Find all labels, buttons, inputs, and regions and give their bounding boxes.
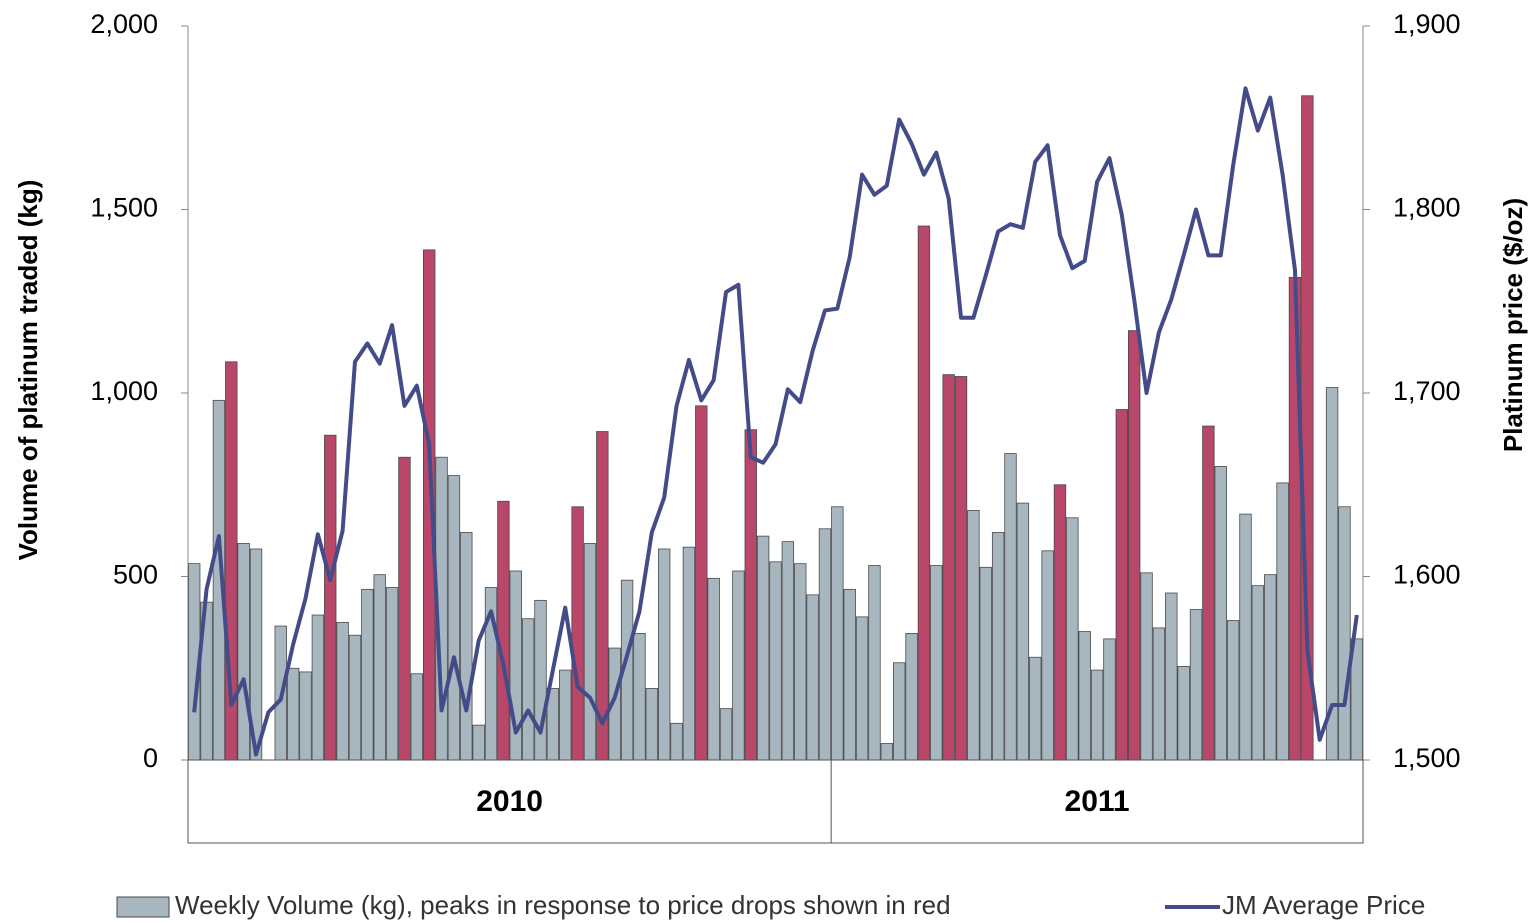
bar [967, 510, 980, 761]
bar [794, 563, 807, 761]
y-tick-label: 1,000 [90, 376, 158, 406]
bar [1152, 627, 1166, 761]
y-tick-label: 500 [113, 560, 158, 590]
bar [336, 621, 349, 761]
bar [991, 532, 1005, 761]
bar [818, 528, 832, 761]
bar [1004, 453, 1017, 761]
bar [410, 673, 424, 761]
bar [781, 541, 795, 761]
y2-tick-label: 1,900 [1393, 9, 1461, 39]
bar [905, 632, 918, 761]
bar [583, 543, 597, 761]
bar [286, 667, 300, 761]
bar [843, 588, 856, 761]
bar [385, 587, 399, 761]
bar [1078, 631, 1091, 761]
bar [472, 724, 485, 761]
y2-tick-label: 1,500 [1393, 743, 1461, 773]
bar [670, 722, 683, 761]
bar [707, 577, 720, 761]
bar [855, 616, 869, 761]
bar [954, 376, 968, 761]
bar [348, 634, 362, 761]
legend-label: Weekly Volume (kg), peaks in response to… [175, 890, 951, 920]
bar [979, 566, 992, 761]
bar [1165, 592, 1178, 761]
bar [719, 708, 733, 761]
bar [1115, 409, 1129, 761]
bar [1041, 550, 1054, 761]
y-tick-label: 0 [143, 743, 158, 773]
bar [299, 671, 312, 761]
bar [324, 434, 337, 761]
bar [447, 475, 461, 761]
bar [361, 588, 374, 761]
legend-swatch [116, 896, 170, 918]
bar [831, 506, 844, 761]
bar [1066, 517, 1079, 761]
bar [497, 500, 510, 761]
bar [732, 570, 745, 761]
bar [373, 574, 386, 761]
group-box [187, 759, 1364, 844]
legend-label: JM Average Price [1222, 890, 1425, 920]
bar [237, 543, 250, 761]
bar [942, 374, 955, 761]
bar [1103, 638, 1116, 761]
bar [1177, 666, 1190, 761]
bar [917, 225, 931, 761]
bar [1189, 609, 1203, 761]
bar [868, 565, 881, 761]
bar [893, 662, 906, 761]
bar [930, 565, 943, 761]
y2-tick-label: 1,700 [1393, 376, 1461, 406]
bar [1053, 484, 1067, 761]
bar [658, 548, 671, 761]
bar [1202, 425, 1215, 761]
bar [1214, 465, 1227, 761]
bar [633, 632, 646, 761]
y2-tick-label: 1,800 [1393, 193, 1461, 223]
bar [744, 429, 757, 761]
bar [1276, 482, 1289, 761]
group-label: 2010 [476, 785, 543, 818]
bar [682, 546, 696, 761]
bar [756, 535, 770, 761]
bar [559, 669, 572, 761]
bar [571, 506, 584, 761]
bar [1338, 506, 1351, 761]
bar [398, 456, 411, 761]
bar [521, 618, 535, 761]
bar [1251, 585, 1265, 761]
bar [645, 688, 658, 761]
y2-tick-label: 1,600 [1393, 560, 1461, 590]
bar [1239, 513, 1252, 761]
bar [1140, 572, 1153, 761]
bar [1090, 669, 1104, 761]
bar [695, 405, 708, 761]
y-tick-label: 1,500 [90, 193, 158, 223]
bar [1016, 502, 1030, 761]
bar [880, 743, 893, 761]
price-line [192, 86, 1359, 757]
bar [1264, 574, 1277, 761]
bar [460, 532, 473, 761]
bar [1226, 620, 1240, 761]
y-tick-label: 2,000 [90, 9, 158, 39]
bar [534, 599, 547, 761]
bar [806, 594, 819, 761]
group-label: 2011 [1065, 785, 1130, 818]
y-axis-title: Volume of platinum traded (kg) [13, 180, 43, 561]
bar [769, 561, 782, 761]
bar [1029, 656, 1042, 761]
bar [311, 614, 325, 761]
bar [1128, 330, 1141, 761]
y2-axis-title: Platinum price ($/oz) [1498, 198, 1528, 452]
